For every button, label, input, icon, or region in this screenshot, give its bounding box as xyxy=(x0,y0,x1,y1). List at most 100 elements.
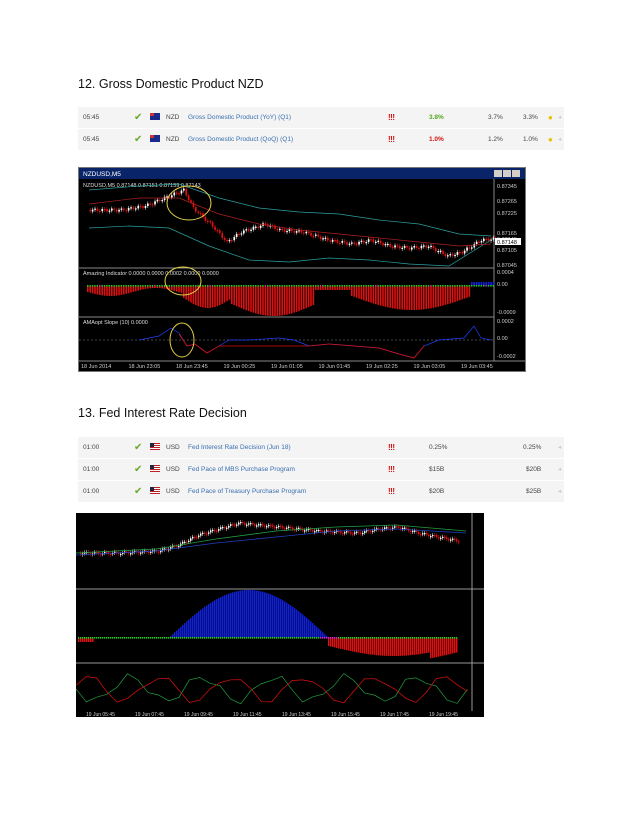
candle xyxy=(428,534,430,537)
indicator1-label: Amazing Indicator 0.0000 0.0000 0.0002 0… xyxy=(83,271,219,277)
candle xyxy=(366,530,368,532)
signal-dot xyxy=(370,285,372,287)
section-heading-gdp: 12. Gross Domestic Product NZD xyxy=(78,77,264,91)
signal-dot xyxy=(221,285,223,287)
candle xyxy=(437,250,440,253)
histogram-bar xyxy=(339,286,341,290)
chart2-canvas: 19 Jun 05:45 19 Jun 07:45 19 Jun 09:45 19 J… xyxy=(76,513,484,717)
moving-average xyxy=(88,197,492,247)
signal-dot xyxy=(154,285,156,287)
signal-dot xyxy=(84,637,86,639)
histogram-bar xyxy=(322,632,324,638)
signal-dot xyxy=(166,637,168,639)
candle xyxy=(184,541,186,543)
histogram-bar xyxy=(328,638,330,646)
histogram-bar xyxy=(269,286,271,316)
candle xyxy=(279,228,281,231)
histogram-bar xyxy=(132,286,135,292)
candle xyxy=(320,529,322,532)
time-axis-label: 19 Jun 01:05 xyxy=(271,364,303,370)
signal-dot xyxy=(267,285,269,287)
candle xyxy=(226,240,228,242)
histogram-bar xyxy=(247,286,250,312)
histogram-bar xyxy=(209,286,211,308)
histogram-bar xyxy=(188,619,190,638)
signal-dot xyxy=(418,637,420,639)
histogram-bar xyxy=(478,282,480,286)
signal-dot xyxy=(442,637,444,639)
candle xyxy=(425,245,428,248)
histogram-bar xyxy=(210,602,212,638)
histogram-bar xyxy=(113,286,115,296)
histogram-bar xyxy=(435,286,437,308)
section-heading-fed: 13. Fed Interest Rate Decision xyxy=(78,406,247,420)
histogram-bar xyxy=(418,638,420,655)
time-axis-label: 19 Jun 19:45 xyxy=(429,712,458,717)
signal-dot xyxy=(174,637,176,639)
candle xyxy=(338,530,340,532)
candle xyxy=(372,239,375,243)
candle xyxy=(312,530,314,532)
histogram-bar xyxy=(135,286,137,292)
candle xyxy=(94,208,96,210)
candle xyxy=(426,533,428,535)
candle xyxy=(199,212,202,215)
signal-dot xyxy=(104,637,106,639)
histogram-bar xyxy=(245,286,247,311)
signal-dot xyxy=(339,285,341,287)
checkmark-icon: ✔ xyxy=(134,112,143,123)
candle xyxy=(166,548,168,550)
exclamation-icon: !!! xyxy=(388,113,395,122)
histogram-bar xyxy=(190,617,192,638)
signal-dot xyxy=(211,285,214,287)
signal-dot xyxy=(89,285,91,287)
signal-dot xyxy=(367,285,370,287)
signal-dot xyxy=(256,637,258,639)
histogram-bar xyxy=(377,286,379,305)
signal-dot xyxy=(461,285,463,287)
signal-dot xyxy=(352,637,354,639)
signal-dot xyxy=(144,637,146,639)
candle xyxy=(156,199,159,202)
candle xyxy=(396,245,399,247)
time-axis-label: 19 Jun 05:45 xyxy=(86,712,115,717)
candle xyxy=(164,548,166,550)
current-price-box xyxy=(495,238,521,245)
candle xyxy=(303,232,305,234)
candle xyxy=(414,530,416,532)
histogram-bar xyxy=(276,286,279,316)
event-time: 01:00 xyxy=(83,444,100,451)
candle xyxy=(302,528,304,531)
candle xyxy=(158,551,160,553)
minimize-button[interactable] xyxy=(494,170,502,177)
histogram-bar xyxy=(142,286,144,290)
event-link[interactable]: Fed Interest Rate Decision (Jun 18) xyxy=(188,444,291,451)
signal-dot xyxy=(396,285,398,287)
checkmark-icon: ✔ xyxy=(134,134,143,145)
histogram-bar xyxy=(255,286,257,314)
candle xyxy=(288,229,291,232)
histogram-bar xyxy=(286,602,288,638)
event-link[interactable]: Fed Pace of Treasury Purchase Program xyxy=(188,488,307,495)
candle xyxy=(135,208,137,210)
event-link[interactable]: Gross Domestic Product (YoY) (Q1) xyxy=(188,114,292,121)
close-button[interactable] xyxy=(512,170,520,177)
candle xyxy=(147,203,149,207)
signal-dot xyxy=(446,637,448,639)
signal-dot xyxy=(160,637,162,639)
event-link[interactable]: Fed Pace of MBS Purchase Program xyxy=(188,466,295,473)
signal-dot xyxy=(185,285,187,287)
histogram-bar xyxy=(404,638,406,656)
histogram-bar xyxy=(318,628,320,638)
histogram-bar xyxy=(456,286,459,302)
signal-dot xyxy=(346,637,348,639)
signal-dot xyxy=(184,637,186,639)
signal-dot xyxy=(245,285,247,287)
signal-dot xyxy=(209,285,211,287)
nz-flag-icon xyxy=(150,135,160,142)
event-link[interactable]: Gross Domestic Product (QoQ) (Q1) xyxy=(188,136,294,143)
price-tick-label: 0.87105 xyxy=(497,248,517,254)
maximize-button[interactable] xyxy=(503,170,511,177)
histogram-bar xyxy=(266,592,268,638)
histogram-bar xyxy=(151,286,154,289)
